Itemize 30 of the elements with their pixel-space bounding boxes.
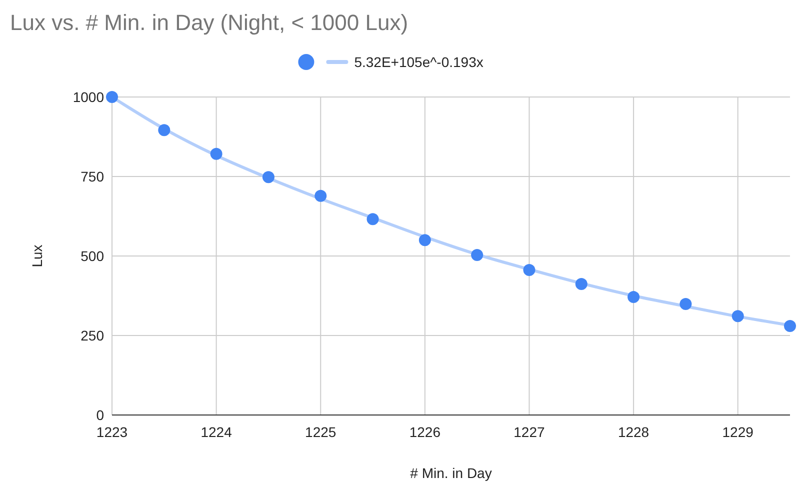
- point: [158, 124, 170, 136]
- x-tick-label: 1228: [618, 424, 650, 440]
- x-tick-label: 1225: [305, 424, 336, 440]
- y-tick-label: 250: [80, 328, 104, 344]
- y-axis-title: Lux: [29, 244, 45, 268]
- point: [628, 291, 640, 304]
- y-tick-label: 1000: [72, 89, 104, 105]
- x-axis-title: # Min. in Day: [410, 465, 492, 481]
- point: [418, 234, 431, 246]
- x-tick-label: 1227: [514, 424, 546, 440]
- point: [575, 278, 588, 290]
- point: [106, 91, 118, 103]
- x-tick-label: 1229: [722, 424, 754, 440]
- point: [784, 320, 796, 332]
- point: [680, 298, 692, 310]
- y-tick-label: 750: [80, 168, 104, 184]
- chart-title: Lux vs. # Min. in Day (Night, < 1000 Lux): [10, 10, 408, 35]
- point: [471, 249, 484, 262]
- y-tick-label: 0: [96, 407, 104, 423]
- point: [523, 264, 536, 276]
- x-tick-label: 1224: [200, 424, 232, 440]
- point: [366, 213, 379, 226]
- point: [732, 310, 744, 322]
- y-tick-label: 500: [80, 248, 104, 264]
- x-tick-label: 1226: [409, 424, 441, 440]
- point: [262, 171, 274, 184]
- point: [210, 148, 222, 160]
- point: [314, 190, 327, 202]
- x-tick-label: 1223: [96, 424, 128, 440]
- legend-label: 5.32E+105e^-0.193x: [354, 54, 484, 70]
